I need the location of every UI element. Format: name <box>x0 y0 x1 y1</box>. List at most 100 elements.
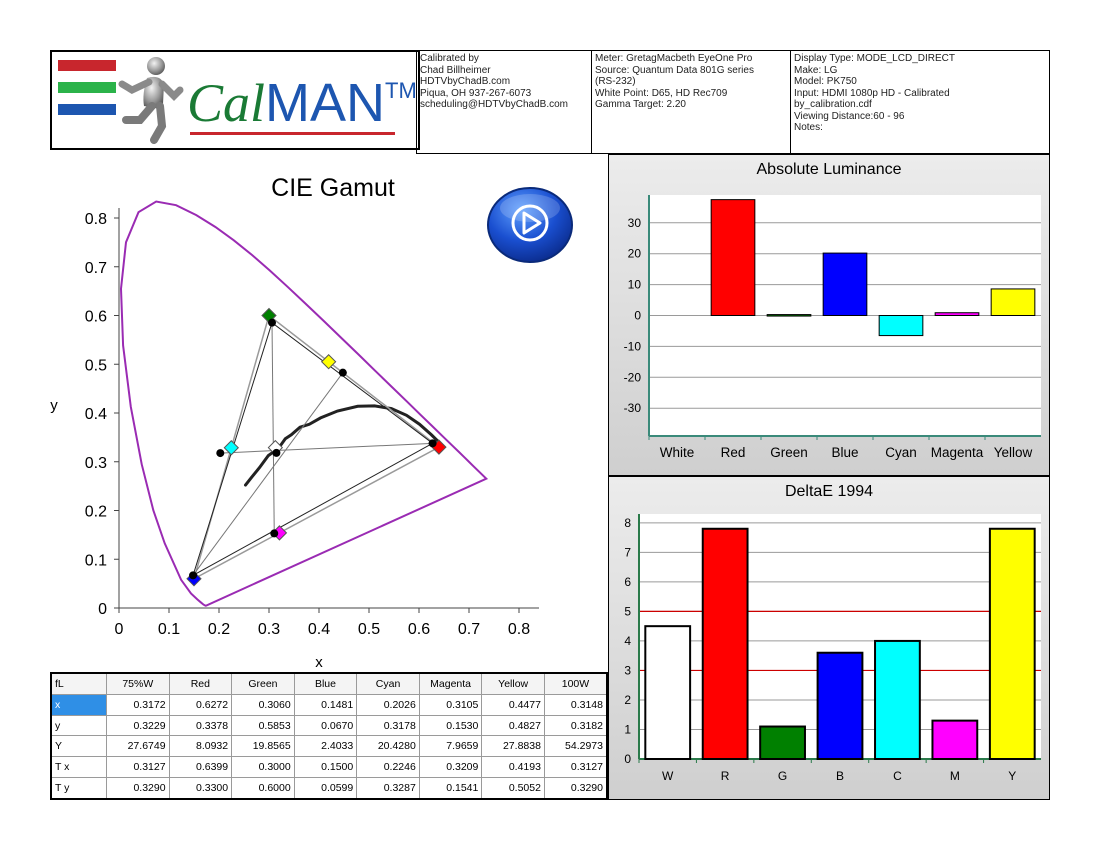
row-label-target-y[interactable]: T y <box>50 777 107 800</box>
y-tick-label: 4 <box>624 634 631 648</box>
bar-blue <box>822 252 868 316</box>
table-cell[interactable]: 19.8565 <box>231 735 295 758</box>
row-label-y[interactable]: y <box>50 714 107 737</box>
bar-w <box>644 625 692 760</box>
y-tick-label: -20 <box>624 370 642 384</box>
x-tick-label: M <box>950 769 960 783</box>
column-header: fL <box>50 672 107 695</box>
table-cell[interactable]: 0.3378 <box>168 714 233 737</box>
table-cell[interactable]: 0.0599 <box>293 777 358 800</box>
table-cell[interactable]: 0.3060 <box>231 693 295 716</box>
play-circle-icon[interactable] <box>486 186 574 264</box>
y-tick-label: -30 <box>624 401 642 415</box>
table-cell[interactable]: 0.4827 <box>481 714 545 737</box>
table-cell[interactable]: 0.1530 <box>418 714 483 737</box>
table-cell[interactable]: 0.3300 <box>168 777 233 800</box>
measured-point-blue <box>189 571 198 580</box>
running-man-icon <box>118 57 184 144</box>
x-tick-label: Red <box>721 445 746 460</box>
logo-red-bar <box>58 60 116 71</box>
display-line: Input: HDMI 1080p HD - Calibrated <box>794 87 950 99</box>
table-cell[interactable]: 0.6000 <box>231 777 295 800</box>
table-cell[interactable]: 0.3290 <box>106 777 170 800</box>
table-row: T x 0.3127 0.6399 0.3000 0.1500 0.2246 0… <box>50 756 608 779</box>
display-info: Display Type: MODE_LCD_DIRECT Make: LG M… <box>791 50 1050 154</box>
table-cell[interactable]: 0.6272 <box>168 693 233 716</box>
table-cell[interactable]: 0.3178 <box>356 714 420 737</box>
calibrator-info: Calibrated by Chad Billheimer HDTVbyChad… <box>416 50 592 154</box>
display-line: Make: LG <box>794 64 838 76</box>
table-cell[interactable]: 27.6749 <box>106 735 170 758</box>
row-label-Y[interactable]: Y <box>50 735 107 758</box>
x-tick-label: Yellow <box>994 445 1033 460</box>
x-tick-label: 0.1 <box>158 621 180 638</box>
table-cell[interactable]: 0.3105 <box>418 693 483 716</box>
table-cell[interactable]: 54.2973 <box>543 735 608 758</box>
table-cell[interactable]: 0.6399 <box>168 756 233 779</box>
table-cell[interactable]: 0.0670 <box>293 714 358 737</box>
table-cell[interactable]: 0.3172 <box>106 693 170 716</box>
table-cell[interactable]: 0.2026 <box>356 693 420 716</box>
display-line: Notes: <box>794 122 823 133</box>
absolute-luminance-chart: -30 -20 -10 0 10 20 30 White Red Green Blue Cyan Mag… <box>624 195 1041 460</box>
bar-m <box>931 719 979 761</box>
x-tick-label: 0 <box>115 621 124 638</box>
table-cell[interactable]: 8.0932 <box>168 735 233 758</box>
table-cell[interactable]: 0.3148 <box>543 693 608 716</box>
table-cell[interactable]: 0.3000 <box>231 756 295 779</box>
y-tick-label: 5 <box>624 604 631 618</box>
table-row: y 0.3229 0.3378 0.5853 0.0670 0.3178 0.1… <box>50 714 608 737</box>
table-cell[interactable]: 0.3287 <box>356 777 420 800</box>
table-cell[interactable]: 0.5052 <box>481 777 545 800</box>
y-tick-label: -10 <box>624 339 642 353</box>
bar-y <box>988 527 1036 761</box>
calman-logo: CalMANTM <box>50 50 420 150</box>
calibrator-line: Piqua, OH 937-267-6073 <box>420 87 532 99</box>
table-cell[interactable]: 0.4477 <box>481 693 545 716</box>
x-tick-label: White <box>660 445 695 460</box>
x-tick-label: 0.7 <box>458 621 480 638</box>
target-point-cyan <box>223 440 240 456</box>
table-row: T y 0.3290 0.3300 0.6000 0.0599 0.3287 0… <box>50 777 608 800</box>
table-cell[interactable]: 0.1500 <box>293 756 358 779</box>
x-tick-label: B <box>836 769 844 783</box>
measured-secondary-line <box>271 322 275 534</box>
calibrator-line: Calibrated by <box>420 53 479 64</box>
x-tick-label: Magenta <box>931 445 984 460</box>
table-cell[interactable]: 0.3290 <box>543 777 608 800</box>
column-header: Blue <box>293 672 358 695</box>
table-cell[interactable]: 0.3127 <box>543 756 608 779</box>
calibrator-line: scheduling@HDTVbyChadB.com <box>420 99 568 110</box>
bar-b <box>816 651 864 760</box>
y-tick-label: 0.4 <box>85 406 107 423</box>
table-cell[interactable]: 0.3127 <box>106 756 170 779</box>
table-cell[interactable]: 20.4280 <box>356 735 420 758</box>
table-cell[interactable]: 7.9659 <box>418 735 483 758</box>
table-cell[interactable]: 0.1481 <box>293 693 358 716</box>
column-header: Red <box>168 672 233 695</box>
x-tick-label: C <box>893 769 902 783</box>
table-cell[interactable]: 0.2246 <box>356 756 420 779</box>
meter-line: Source: Quantum Data 801G series <box>595 64 754 76</box>
table-cell[interactable]: 0.4193 <box>481 756 545 779</box>
y-tick-label: 0.6 <box>85 309 107 326</box>
table-cell[interactable]: 2.4033 <box>293 735 358 758</box>
table-cell[interactable]: 0.3209 <box>418 756 483 779</box>
y-tick-label: 1 <box>624 722 631 736</box>
table-cell[interactable]: 0.3182 <box>543 714 608 737</box>
table-cell[interactable]: 0.5853 <box>231 714 295 737</box>
row-label-target-x[interactable]: T x <box>50 756 107 779</box>
x-tick-label: 0.6 <box>408 621 430 638</box>
x-tick-label: W <box>662 769 674 783</box>
column-header: Green <box>231 672 295 695</box>
meter-line: Meter: GretagMacbeth EyeOne Pro <box>595 53 753 64</box>
table-cell[interactable]: 0.1541 <box>418 777 483 800</box>
x-axis-label: x <box>315 654 323 671</box>
deltae-panel: DeltaE 1994 0 1 2 3 4 5 6 7 8 W R G B C M Y <box>608 476 1050 800</box>
bar-yellow <box>990 288 1036 317</box>
bar-cyan <box>878 315 924 337</box>
row-label-x[interactable]: x <box>50 693 107 716</box>
table-cell[interactable]: 0.3229 <box>106 714 170 737</box>
table-cell[interactable]: 27.8838 <box>481 735 545 758</box>
y-tick-label: 2 <box>624 693 631 707</box>
